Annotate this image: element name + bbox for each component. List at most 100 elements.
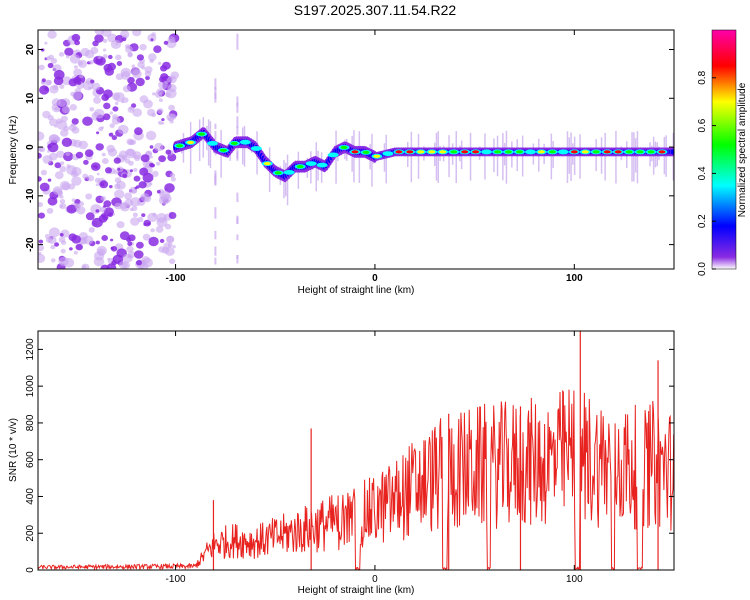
spectrogram-noise-blob — [47, 178, 52, 182]
spectrogram-halo — [550, 133, 553, 180]
spectrogram-cell — [625, 150, 633, 154]
spectrogram-noise-blob — [132, 212, 138, 218]
spectrogram-noise-blob — [58, 52, 65, 57]
spectrogram-noise-blob — [94, 30, 105, 36]
spectrogram-cell — [461, 150, 469, 154]
spectrogram-noise-blob — [137, 216, 144, 223]
spectrogram-noise-blob — [51, 258, 56, 263]
spectrogram-noise-blob — [77, 59, 88, 68]
spectrogram-noise-blob — [48, 227, 60, 238]
spectrogram-noise-blob — [112, 106, 119, 112]
y-tick-label: -10 — [25, 188, 36, 203]
spectrogram-noise-blob — [96, 131, 100, 135]
spectrogram-noise-blob — [142, 257, 153, 268]
spectrogram-noise-blob — [121, 37, 127, 42]
spectrogram-noise-blob — [169, 119, 174, 124]
spectrogram-noise-blob — [94, 165, 98, 169]
snr-x-ticks: -100 0 100 — [166, 331, 583, 585]
spectrogram-noise-blob — [154, 142, 164, 152]
spectrogram-cell — [384, 152, 392, 156]
spectrogram-cell — [647, 150, 655, 154]
spectrogram-noise-blob — [107, 212, 113, 217]
spectrogram-cell — [548, 150, 556, 154]
spectrogram-noise-blob — [108, 132, 114, 137]
spectrogram-noise-blob — [149, 155, 153, 159]
x-tick-label: -100 — [166, 574, 186, 585]
spectrogram-noise-blob — [107, 148, 118, 157]
spectrogram-noise-blob — [74, 204, 79, 209]
spectrogram-noise-blob — [101, 214, 109, 221]
spectrogram-noise-blob — [59, 165, 67, 173]
spectrogram-noise-blob — [47, 144, 52, 149]
spectrogram-streak — [214, 123, 217, 130]
spectrogram-cell — [483, 150, 491, 154]
spectrogram-noise-blob — [138, 181, 147, 189]
snr-y-ticks: 0 200 400 600 800 1000 1200 — [25, 338, 674, 573]
spectrogram-noise-blob — [38, 202, 43, 208]
spectrogram-noise-blob — [50, 57, 58, 64]
spectrogram-noise-blob — [115, 42, 119, 46]
snr-x-label: Height of straight line (km) — [298, 585, 415, 596]
spectrogram-noise-blob — [172, 245, 176, 249]
spectrogram-cell — [351, 150, 359, 154]
spectrogram-noise-blob — [73, 68, 82, 77]
colorbar: 0.0 0.2 0.4 0.6 0.8 Normalized spectral ampl… — [697, 29, 748, 276]
spectrogram-cell — [472, 150, 480, 154]
spectrogram-noise-blob — [54, 124, 58, 128]
spectrogram-noise-blob — [95, 56, 106, 66]
spectrogram-noise-blob — [127, 76, 135, 84]
spectrogram-streak — [236, 96, 239, 107]
spectrogram-cell — [362, 150, 370, 154]
x-tick-label: 100 — [566, 574, 583, 585]
spectrogram-noise-blob — [57, 99, 67, 108]
spectrogram-noise-blob — [83, 235, 94, 245]
spectrogram-noise-blob — [122, 97, 129, 103]
spectrogram-halo — [636, 131, 639, 184]
y-tick-label: 200 — [25, 524, 36, 541]
spectrogram-noise-blob — [97, 55, 102, 59]
spectrogram-noise-blob — [94, 34, 104, 43]
spectrogram-noise-blob — [79, 74, 84, 79]
spectrogram-noise-blob — [109, 123, 115, 129]
spectrogram-noise-blob — [46, 207, 54, 214]
spectrogram-noise-blob — [112, 114, 119, 120]
spectrogram-noise-blob — [76, 206, 86, 215]
spectrogram-noise-blob — [52, 186, 63, 195]
spectrogram-noise-blob — [147, 212, 158, 222]
spectrogram-noise-blob — [101, 158, 109, 165]
spectrogram-noise-blob — [150, 38, 154, 42]
spectrogram-noise-blob — [124, 158, 131, 164]
spectrogram-noise-blob — [38, 239, 44, 244]
spectrogram-noise-blob — [151, 170, 159, 177]
spectrogram-cell — [570, 150, 578, 154]
spectrogram-noise-blob — [96, 172, 100, 176]
spectrogram-noise-blob — [94, 177, 101, 183]
spectrogram-noise-blob — [139, 167, 149, 176]
spectrogram-noise-blob — [167, 84, 177, 93]
spectrogram-noise-blob — [56, 118, 63, 124]
spectrogram-noise-blob — [145, 130, 157, 141]
spectrogram-halo — [579, 134, 581, 179]
spectrogram-noise-blob — [114, 189, 125, 199]
spectrogram-noise-blob — [130, 139, 137, 145]
spectrogram-streak — [214, 173, 217, 185]
spectrogram-noise-blob — [125, 148, 136, 159]
spectrogram-halo — [570, 132, 572, 181]
spectrogram-noise-blob — [102, 48, 107, 52]
spectrogram-noise-blob — [132, 108, 142, 117]
spectrogram-cell — [274, 171, 282, 175]
spectrogram-noise-blob — [163, 40, 169, 45]
spectrogram-noise-blob — [155, 91, 163, 98]
spectrogram-streak — [214, 207, 217, 219]
spectrogram-noise-blob — [133, 167, 138, 172]
spectrogram-noise-blob — [148, 236, 159, 247]
spectrogram-noise-blob — [73, 250, 78, 255]
spectrogram-noise-blob — [115, 54, 122, 61]
spectrogram-noise-blob — [140, 154, 150, 163]
spectrogram-cell — [417, 150, 425, 154]
spectrogram-noise-blob — [75, 243, 83, 251]
spectrogram-cell — [373, 154, 381, 158]
spectrogram-streak — [236, 192, 239, 203]
spectrogram-noise-blob — [168, 212, 177, 219]
spectrogram-cell — [636, 150, 644, 154]
